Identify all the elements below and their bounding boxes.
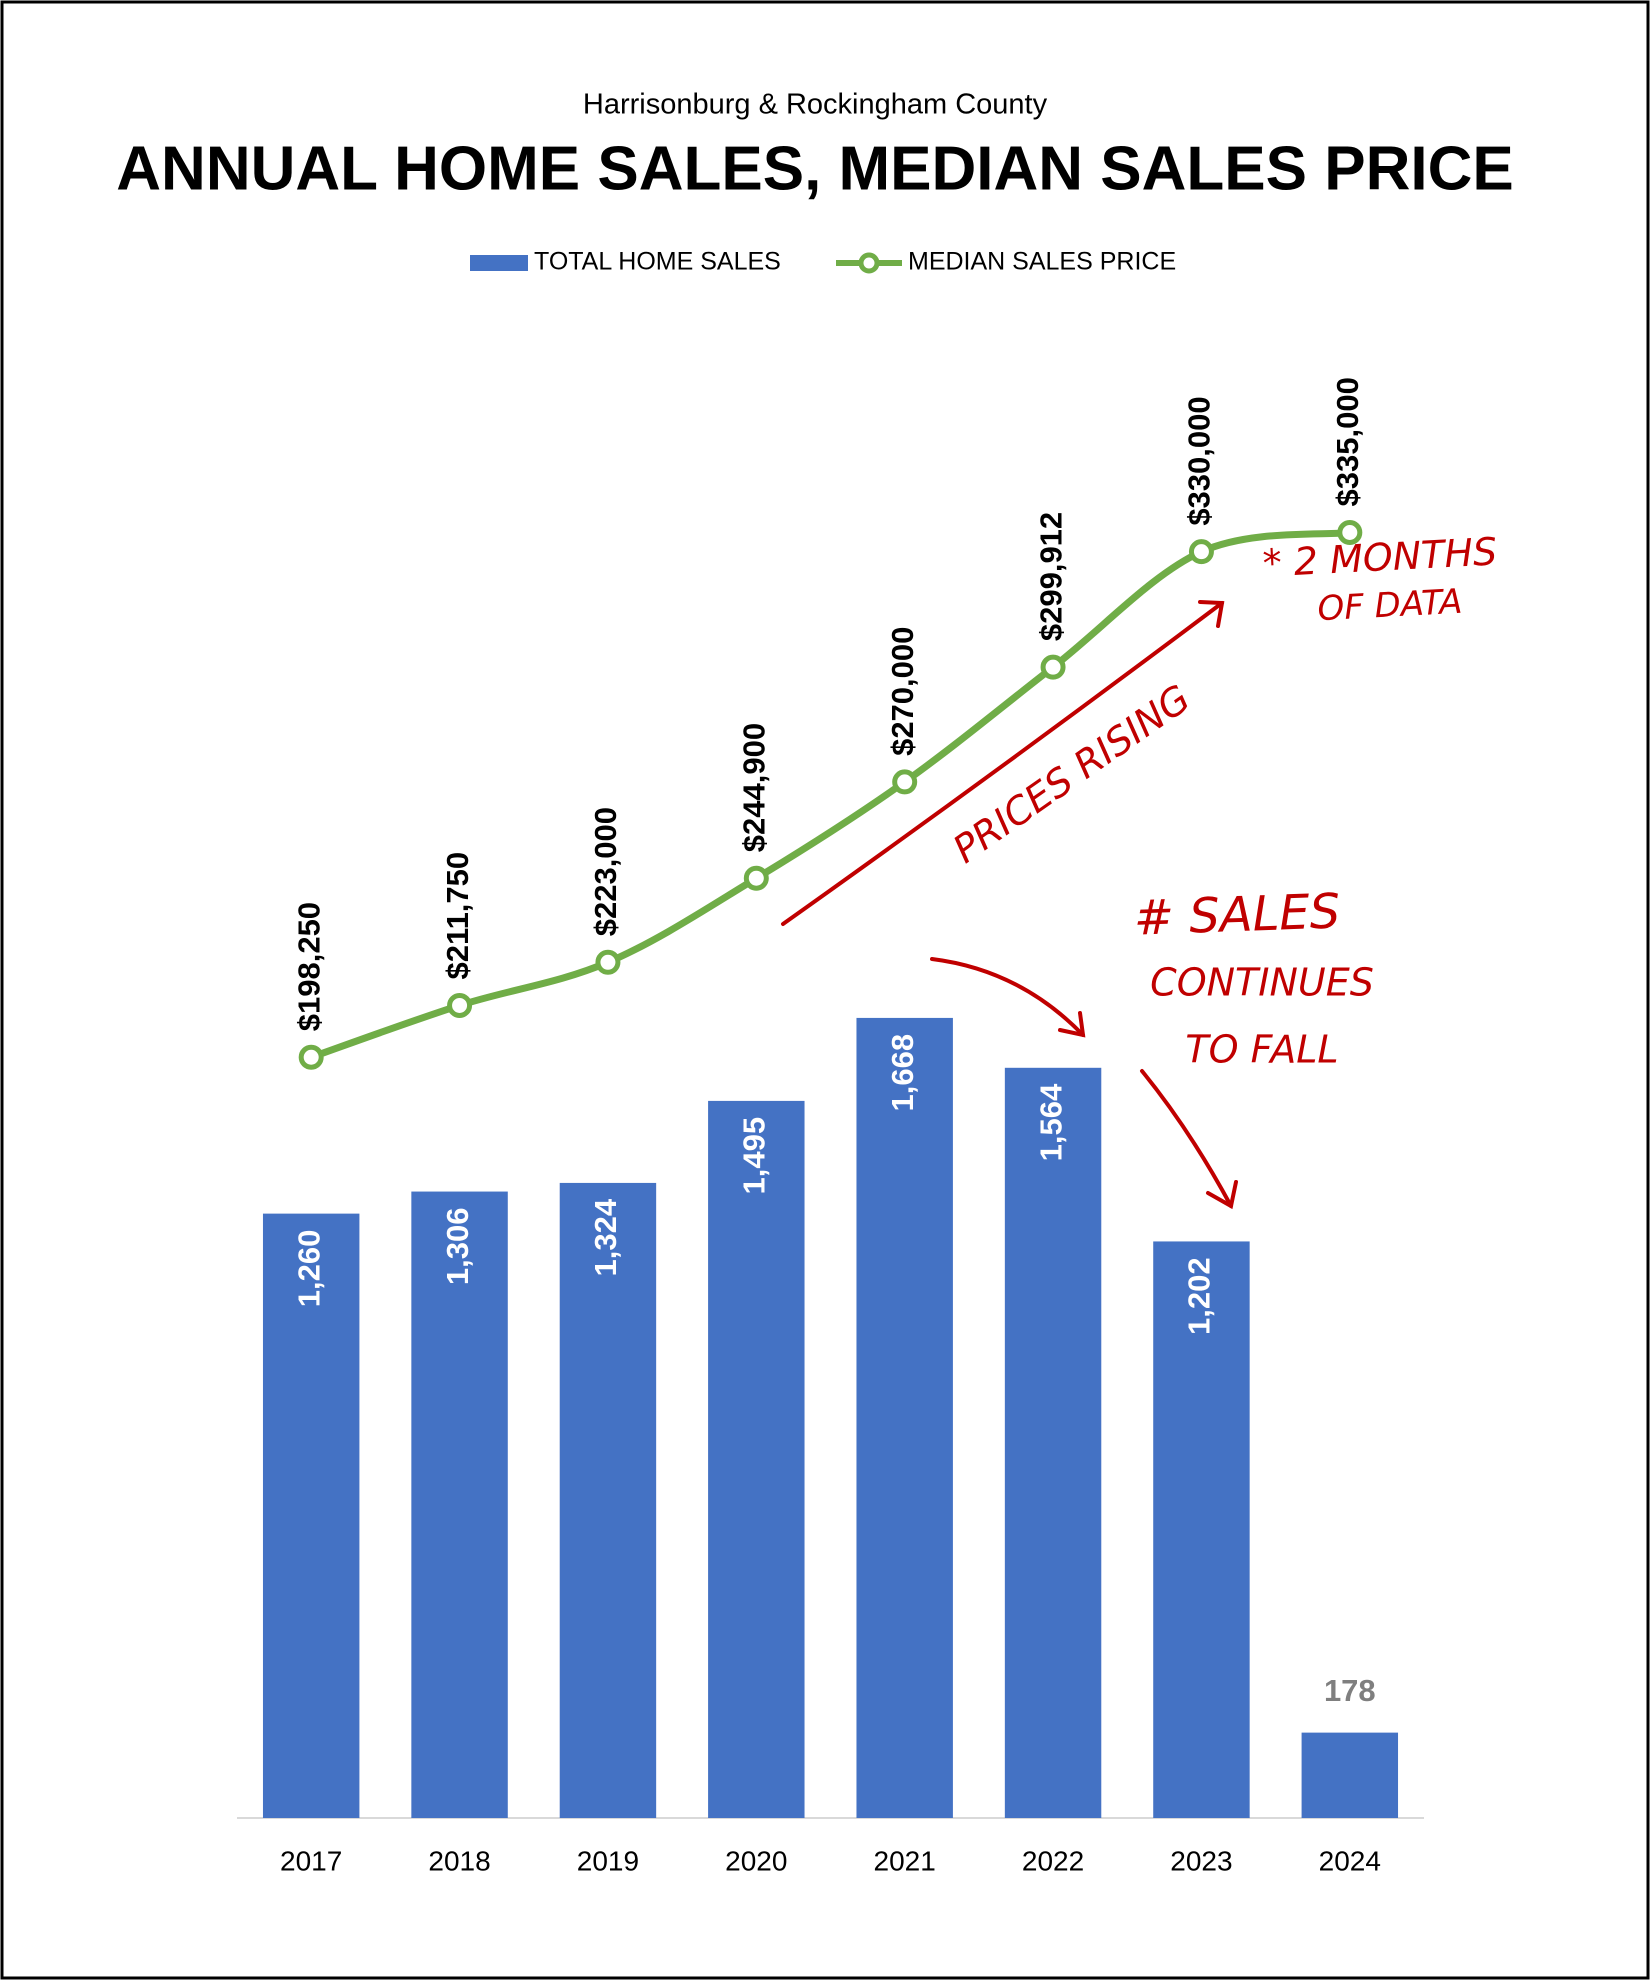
bar-value-label: 1,260	[291, 1230, 326, 1308]
legend-marker	[858, 252, 880, 274]
annotation: TO FALL	[1185, 1028, 1338, 1072]
line-value-label: $335,000	[1330, 377, 1365, 506]
chart-subtitle: Harrisonburg & Rockingham County	[583, 89, 1048, 121]
arrow-head	[1058, 1011, 1086, 1038]
bar	[708, 1100, 805, 1818]
legend-swatch	[470, 255, 528, 271]
line-value-label: $198,250	[291, 902, 326, 1031]
annotation: CONTINUES	[1150, 961, 1374, 1005]
arrow	[930, 957, 1085, 1037]
bar-value-label: 1,202	[1182, 1257, 1217, 1335]
x-tick-label: 2019	[577, 1845, 639, 1876]
line-value-label: $211,750	[440, 852, 475, 980]
arrow	[781, 601, 1224, 926]
annotation-arrows	[781, 600, 1238, 1210]
line-marker	[743, 865, 769, 891]
bar-value-label: 1,324	[588, 1198, 623, 1276]
x-tick-label: 2020	[725, 1845, 787, 1876]
arrow-head	[1198, 600, 1225, 628]
line-marker	[298, 1044, 324, 1070]
annotation: OF DATA	[1316, 582, 1463, 630]
line-marker	[447, 992, 473, 1018]
bar-value-label: 178	[1324, 1673, 1376, 1708]
bar-value-label: 1,564	[1033, 1083, 1068, 1161]
line-value-label: $270,000	[885, 627, 920, 756]
line	[310, 529, 1351, 1061]
line-marker	[892, 769, 918, 795]
bar-value-label: 1,495	[737, 1117, 772, 1195]
bar	[411, 1191, 508, 1818]
line-marker	[1337, 519, 1363, 545]
x-tick-label: 2021	[874, 1845, 936, 1876]
bar	[1153, 1241, 1250, 1818]
x-tick-label: 2023	[1170, 1845, 1232, 1876]
annotation: # SALES	[1133, 883, 1341, 946]
bar	[1301, 1732, 1399, 1818]
x-tick-label: 2024	[1319, 1845, 1381, 1876]
arrow-head	[1206, 1180, 1238, 1210]
line-marker	[1188, 539, 1214, 565]
bar	[262, 1213, 360, 1818]
line-value-label: $299,912	[1033, 512, 1068, 641]
line-value-label: $330,000	[1182, 396, 1217, 525]
arrow	[1140, 1069, 1233, 1208]
line-value-label: $223,000	[588, 807, 623, 936]
line-value-label: $244,900	[737, 723, 772, 852]
bar	[1004, 1067, 1102, 1818]
legend-label: TOTAL HOME SALES	[534, 248, 781, 276]
bar-value-label: 1,668	[885, 1034, 920, 1112]
legend-label: MEDIAN SALES PRICE	[908, 248, 1176, 276]
chart-title: ANNUAL HOME SALES, MEDIAN SALES PRICE	[116, 134, 1513, 203]
line-marker	[595, 949, 621, 975]
line-marker	[1040, 654, 1066, 680]
x-tick-label: 2022	[1022, 1845, 1084, 1876]
x-tick-label: 2018	[428, 1845, 490, 1876]
x-tick-label: 2017	[280, 1845, 342, 1876]
bar	[856, 1017, 953, 1818]
bar	[559, 1182, 657, 1818]
bar-value-label: 1,306	[440, 1208, 475, 1286]
